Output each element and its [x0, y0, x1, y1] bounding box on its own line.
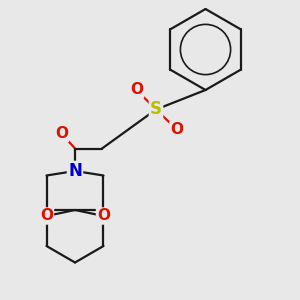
Text: O: O [55, 126, 68, 141]
Text: S: S [150, 100, 162, 118]
Text: O: O [170, 122, 184, 137]
Text: N: N [68, 162, 82, 180]
Text: O: O [40, 208, 53, 224]
Text: O: O [130, 82, 143, 98]
Text: O: O [97, 208, 110, 224]
